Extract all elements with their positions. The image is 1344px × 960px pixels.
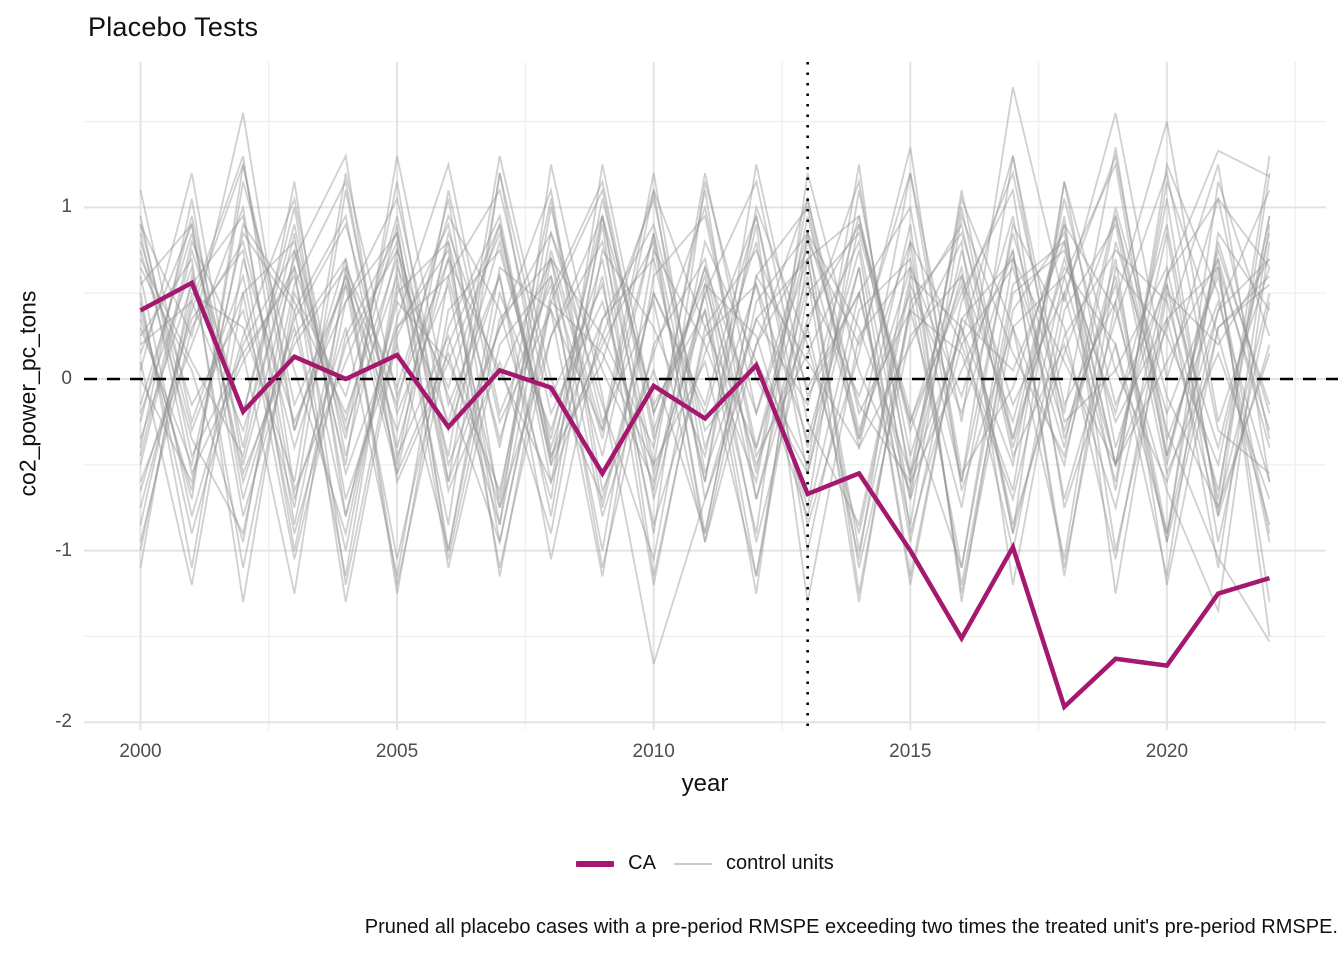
control-line xyxy=(139,169,1271,603)
x-tick-label: 2000 xyxy=(119,741,162,762)
ca-line xyxy=(139,279,1271,711)
legend-label-control-units: control units xyxy=(725,852,834,874)
x-tick-label: 2020 xyxy=(1145,741,1189,762)
x-tick-label: 2015 xyxy=(889,741,932,762)
chart-title: Placebo Tests xyxy=(88,12,259,42)
ca-line-key-icon xyxy=(576,860,615,867)
x-axis-title: year xyxy=(681,770,729,797)
control-line xyxy=(139,155,1271,577)
legend: CA control units xyxy=(84,852,1326,875)
control-line xyxy=(139,196,1271,594)
y-tick-label: -2 xyxy=(55,711,72,733)
control-line xyxy=(139,186,1271,603)
control-line xyxy=(139,172,1271,594)
control-line xyxy=(139,155,1271,603)
control-line xyxy=(139,164,1271,665)
control-line xyxy=(139,195,1271,643)
ca-treated-line xyxy=(139,279,1271,711)
control-line-key-icon xyxy=(673,862,712,865)
control-line xyxy=(139,181,1271,615)
control-line xyxy=(139,86,1271,474)
legend-item-ca: CA xyxy=(576,852,656,875)
control-line xyxy=(139,181,1271,577)
control-line xyxy=(139,164,1271,577)
control-line xyxy=(139,164,1271,603)
control-line xyxy=(139,178,1271,594)
control-line xyxy=(139,172,1271,577)
control-line xyxy=(139,190,1271,594)
x-tick-label: 2010 xyxy=(632,741,675,762)
x-tick-label: 2005 xyxy=(375,741,419,762)
control-line xyxy=(139,172,1271,586)
legend-item-control-units: control units xyxy=(673,852,834,875)
control-line xyxy=(139,152,1271,586)
control-unit-lines xyxy=(139,86,1271,665)
control-line xyxy=(139,155,1271,551)
control-line xyxy=(139,121,1271,586)
gridlines-major xyxy=(84,62,1326,730)
control-line xyxy=(139,147,1271,577)
control-line xyxy=(139,161,1271,577)
control-line xyxy=(139,155,1271,586)
control-line xyxy=(139,147,1271,637)
control-line xyxy=(139,155,1271,577)
control-line xyxy=(139,172,1271,603)
control-line xyxy=(139,161,1271,594)
control-line xyxy=(139,181,1271,569)
y-tick-label: -1 xyxy=(55,539,72,561)
control-line xyxy=(139,161,1271,568)
control-line xyxy=(139,164,1271,586)
gridlines-minor xyxy=(84,62,1326,730)
control-line xyxy=(139,149,1270,594)
caption: Pruned all placebo cases with a pre-peri… xyxy=(364,916,1338,938)
y-tick-label: 0 xyxy=(61,368,72,389)
control-line xyxy=(139,172,1271,586)
y-axis-title: co2_power_pc_tons xyxy=(14,290,41,497)
control-line xyxy=(139,152,1271,577)
y-tick-label: 1 xyxy=(61,196,72,218)
legend-label-ca: CA xyxy=(628,852,656,874)
control-line xyxy=(139,178,1271,577)
